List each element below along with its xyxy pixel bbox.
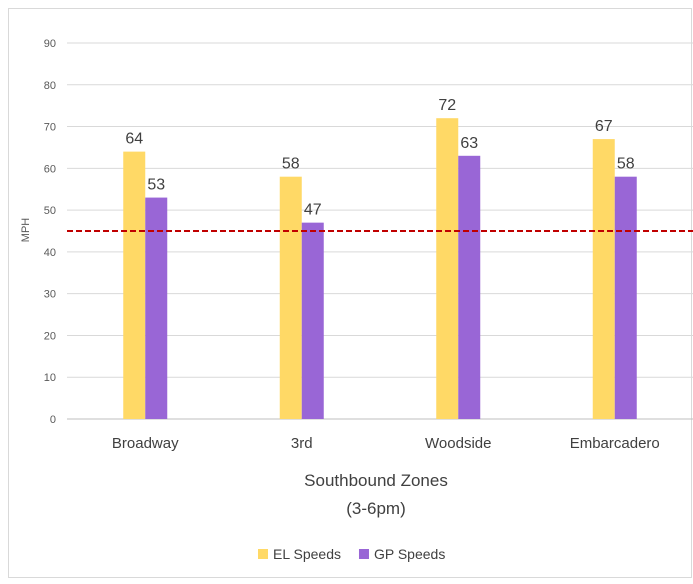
y-tick-label: 30 [44,289,56,301]
data-label: 58 [617,156,635,173]
bar-el-embarcadero [593,139,615,419]
bars [123,118,637,419]
data-label: 47 [304,202,322,219]
legend-swatch [258,549,268,559]
x-tick-label: Woodside [425,435,491,452]
x-tick-label: Embarcadero [570,435,660,452]
y-tick-label: 70 [44,122,56,134]
y-axis-title: MPH [20,218,32,243]
bar-el-3rd [280,177,302,419]
data-label: 53 [147,177,165,194]
data-label: 72 [438,97,456,114]
data-label: 63 [460,135,478,152]
y-tick-label: 80 [44,80,56,92]
bar-gp-3rd [302,223,324,419]
legend: EL Speeds GP Speeds [258,546,445,562]
bar-el-woodside [436,118,458,419]
y-tick-label: 40 [44,247,56,259]
y-tick-label: 60 [44,163,56,175]
x-tick-label: 3rd [291,435,313,452]
chart-frame: 0 10 20 30 40 50 60 70 80 90 64 53 58 47 72 63 67 58 Bro… [8,8,692,578]
y-tick-label: 10 [44,372,56,384]
data-labels: 64 53 58 47 72 63 67 58 [125,97,634,218]
bar-gp-woodside [458,156,480,419]
x-tick-label: Broadway [112,435,179,452]
bar-gp-embarcadero [615,177,637,419]
bar-chart: 0 10 20 30 40 50 60 70 80 90 64 53 58 47 72 63 67 58 Bro… [9,9,693,579]
y-tick-label: 50 [44,205,56,217]
y-tick-label: 90 [44,38,56,50]
data-label: 58 [282,156,300,173]
data-label: 64 [125,131,143,148]
x-axis-subtitle: (3-6pm) [346,499,406,518]
y-axis-ticks: 0 10 20 30 40 50 60 70 80 90 [44,38,56,426]
x-axis-title: Southbound Zones [304,471,448,490]
x-axis-ticks: Broadway 3rd Woodside Embarcadero [112,435,660,452]
y-tick-label: 20 [44,330,56,342]
legend-label: GP Speeds [374,546,445,562]
y-tick-label: 0 [50,414,56,426]
bar-el-broadway [123,152,145,419]
data-label: 67 [595,118,613,135]
legend-label: EL Speeds [273,546,341,562]
legend-swatch [359,549,369,559]
